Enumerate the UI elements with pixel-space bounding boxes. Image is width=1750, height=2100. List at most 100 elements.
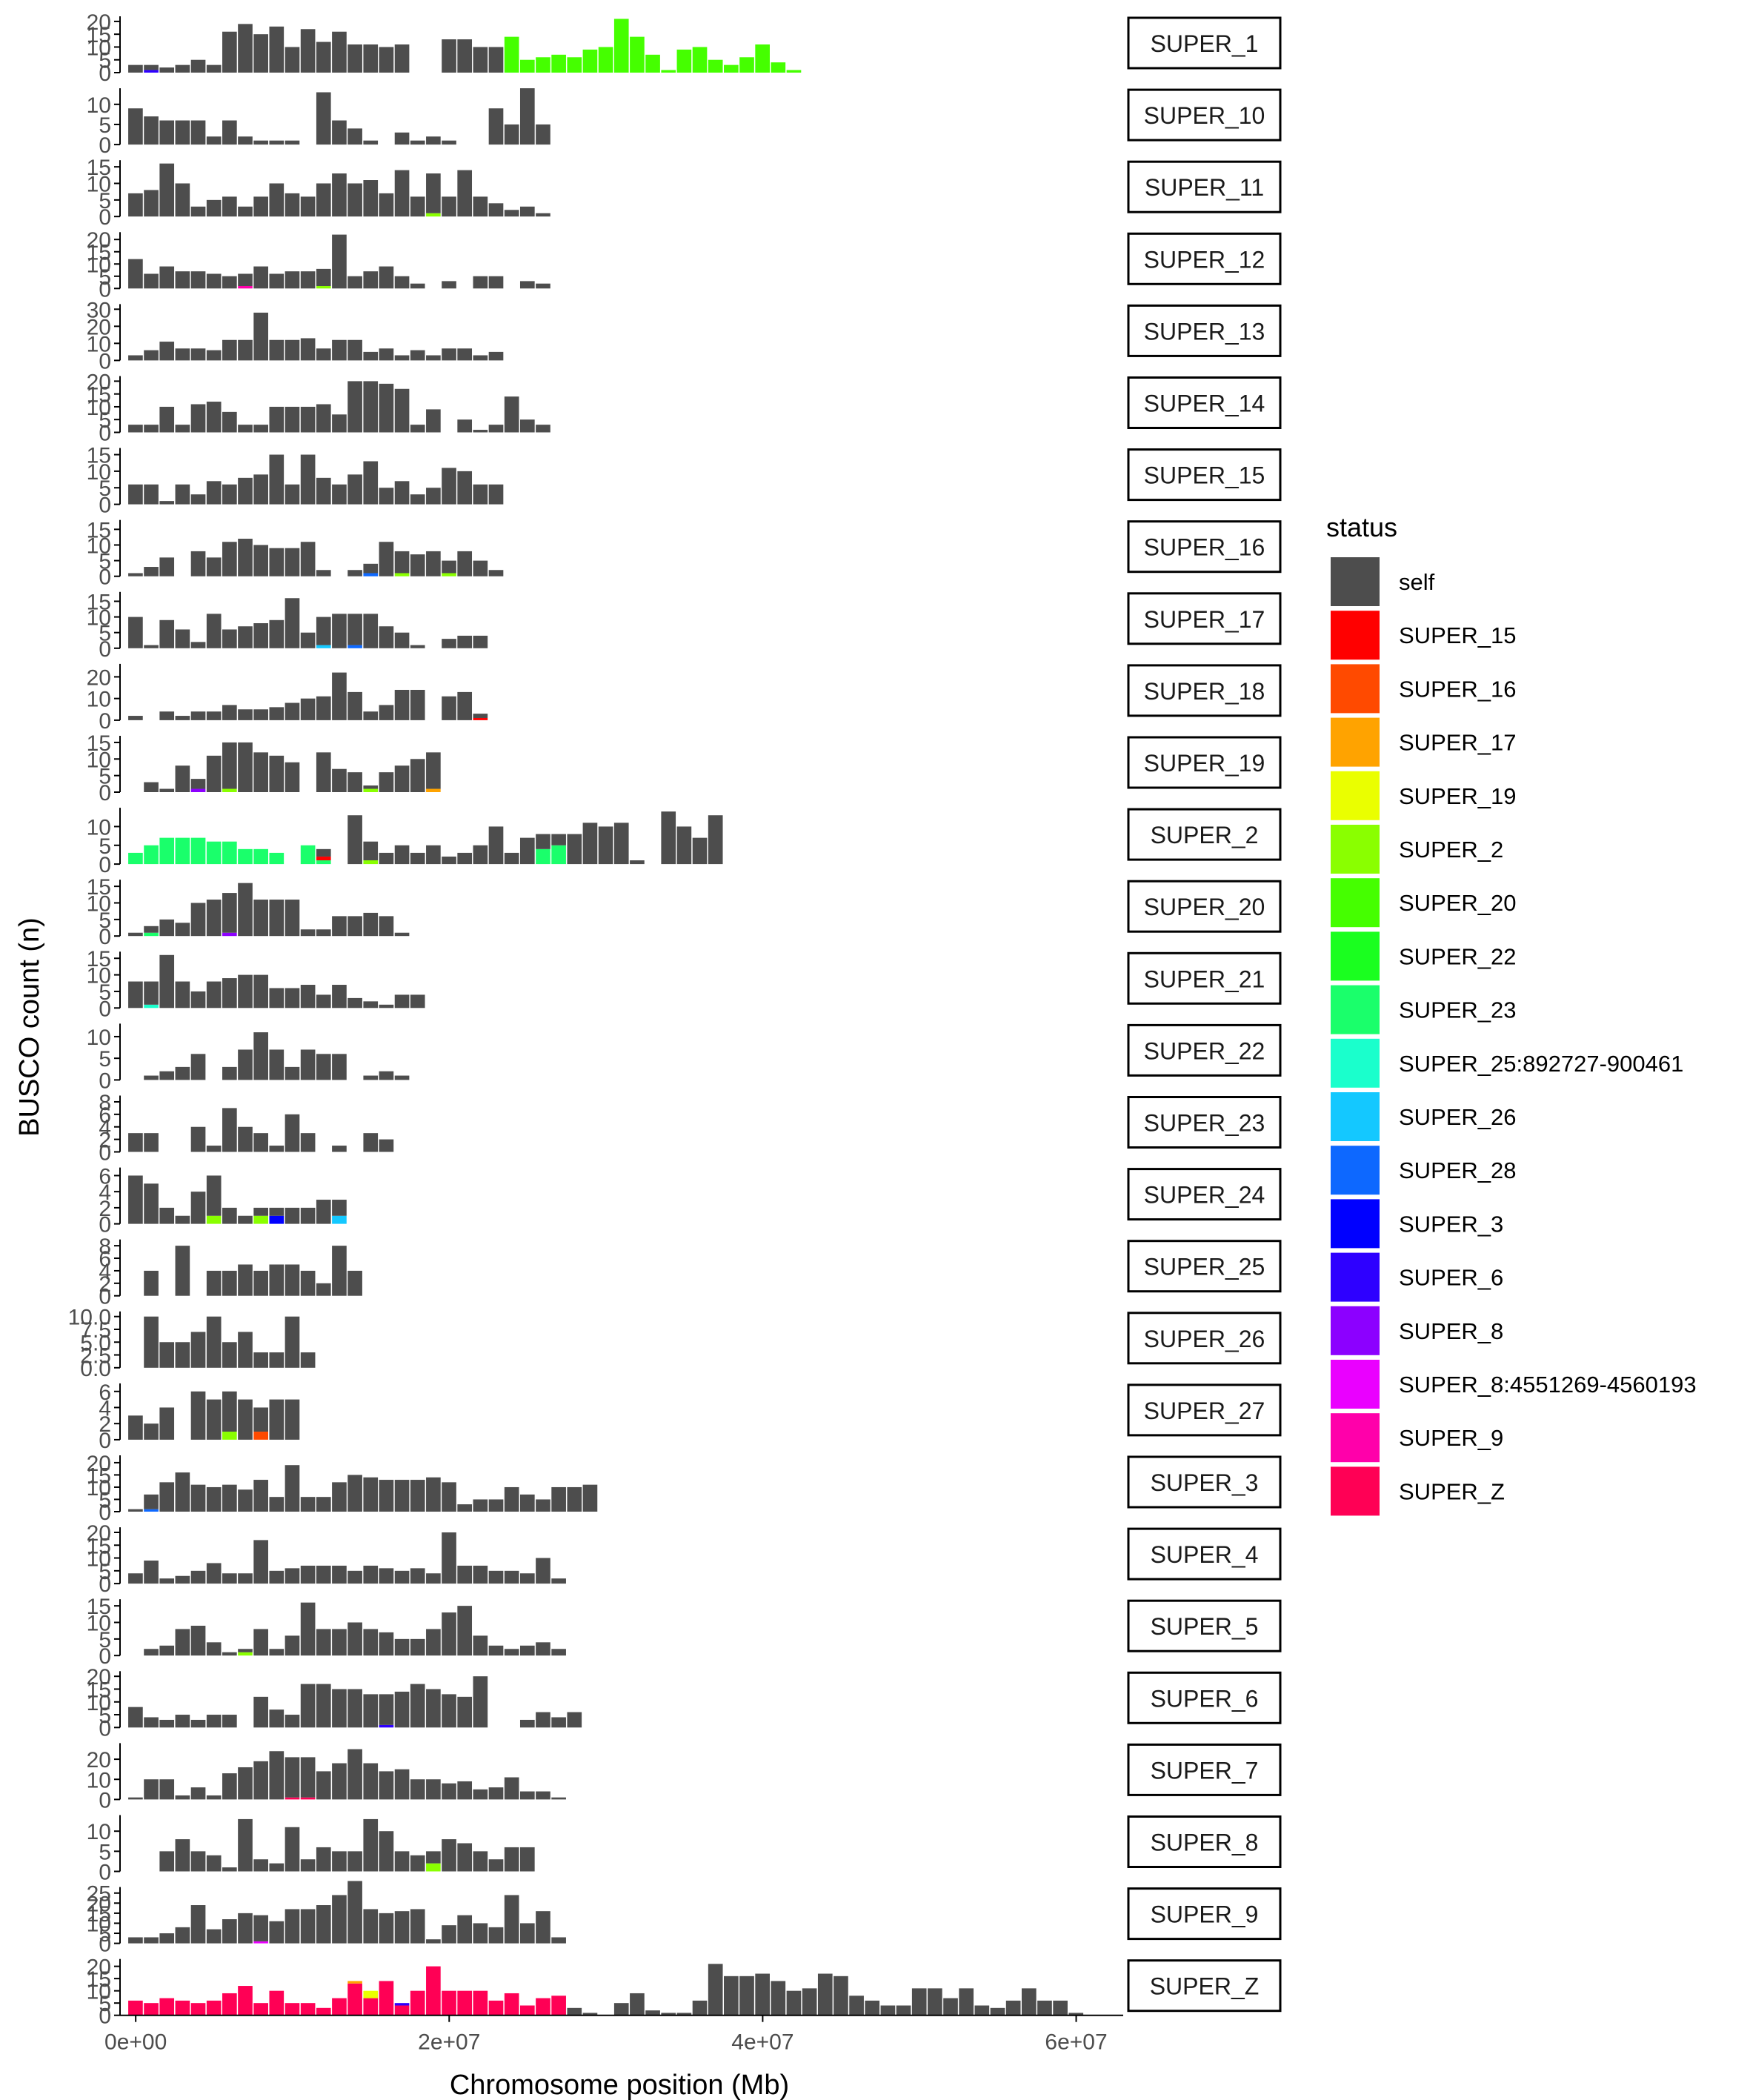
bar-SUPER_6-6-self [222,1715,237,1728]
bar-SUPER_9-24-self [504,1895,519,1944]
y-tick-label: 0 [99,709,111,734]
bar-SUPER_24-5-self [206,1175,222,1216]
bar-SUPER_6-5-self [206,1715,222,1728]
bar-SUPER_Z-43-self [802,1988,817,2016]
bar-SUPER_7-10-SUPER_Z [285,1797,300,1800]
y-tick-label: 0 [99,1716,111,1741]
bar-SUPER_14-12-self [316,404,331,433]
bar-SUPER_16-22-self [473,560,488,576]
bar-SUPER_19-7-self [238,742,253,792]
bar-SUPER_12-26-self [536,283,550,289]
bar-SUPER_16-17-SUPER_2 [394,573,410,576]
y-tick-label: 10 [87,1611,111,1635]
bar-SUPER_23-11-self [300,1133,316,1152]
bar-SUPER_Z-49-self [896,2005,911,2016]
bar-SUPER_22-2-self [159,1071,175,1080]
bar-SUPER_12-11-self [300,271,316,289]
bar-SUPER_4-27-self [551,1578,566,1584]
bar-SUPER_20-12-self [316,929,331,937]
bar-SUPER_4-24-self [504,1570,519,1584]
bar-SUPER_7-18-self [410,1779,425,1800]
bar-SUPER_12-7-SUPER_9 [238,285,253,289]
y-tick-label: 8 [99,1235,111,1259]
bar-SUPER_10-9-self [269,140,285,145]
bar-SUPER_3-17-self [394,1480,410,1512]
bar-SUPER_1-2-self [159,67,175,73]
strip-label: SUPER_19 [1144,750,1265,777]
bar-SUPER_22-15-self [363,1075,379,1080]
y-tick-label: 10 [87,534,111,558]
bar-SUPER_3-4-self [190,1484,206,1512]
bar-SUPER_3-19-self [426,1477,441,1512]
bar-SUPER_1-35-SUPER_20 [676,49,692,73]
bar-SUPER_2-12-self [316,848,331,857]
strip-box [1127,880,1282,933]
bar-SUPER_15-21-self [457,471,473,505]
bar-SUPER_3-6-self [222,1484,237,1512]
y-tick-label: 5 [99,1992,111,2016]
bar-SUPER_1-31-SUPER_20 [613,19,629,73]
y-tick-label: 15 [87,1902,111,1927]
bar-SUPER_22-7-self [238,1049,253,1080]
bar-SUPER_7-12-self [316,1771,331,1800]
y-tick-label: 5 [99,1840,111,1864]
bar-SUPER_Z-2-SUPER_Z [159,1998,175,2016]
bar-SUPER_14-2-self [159,406,175,433]
y-tick-label: 5 [99,550,111,574]
bar-SUPER_17-0-self [128,617,143,648]
bar-SUPER_20-1-self [144,926,159,933]
bar-SUPER_5-22-self [473,1635,488,1656]
bar-SUPER_Z-45-self [834,1976,848,2016]
bar-SUPER_10-6-self [222,120,237,145]
bar-SUPER_3-5-self [206,1486,222,1512]
bar-SUPER_2-7-SUPER_23 [238,848,253,865]
bar-SUPER_13-5-self [206,350,222,361]
bar-SUPER_18-5-self [206,711,222,720]
bar-SUPER_4-12-self [316,1565,331,1584]
bar-SUPER_2-36-self [692,837,708,865]
y-tick-label: 0 [99,133,111,158]
y-tick-label: 8 [99,1091,111,1115]
strip-box [1127,520,1282,574]
bar-SUPER_26-5-self [206,1316,222,1368]
bar-SUPER_19-12-self [316,752,331,792]
bar-SUPER_9-25-self [519,1923,535,1944]
bar-SUPER_4-21-self [457,1565,473,1584]
y-tick-label: 20 [87,1665,111,1689]
y-tick-label: 20 [87,1748,111,1772]
bar-SUPER_1-12-self [316,41,331,73]
bar-SUPER_9-23-self [488,1927,504,1944]
bar-SUPER_6-28-self [567,1712,582,1728]
legend-label: SUPER_28 [1399,1157,1517,1183]
bar-SUPER_18-22-SUPER_15 [473,717,488,720]
bar-SUPER_6-19-self [426,1689,441,1728]
bar-SUPER_12-16-self [379,266,394,289]
bar-SUPER_6-17-self [394,1691,410,1728]
y-tick-label: 10 [87,1026,111,1050]
strip-label: SUPER_1 [1151,30,1259,57]
bar-SUPER_12-10-self [285,271,300,289]
bar-SUPER_3-26-self [536,1499,550,1512]
y-tick-label: 5 [99,1560,111,1584]
y-tick-label: 10 [87,172,111,196]
bar-SUPER_8-22-self [473,1851,488,1872]
bar-SUPER_19-9-self [269,755,285,792]
bar-SUPER_4-15-self [363,1565,379,1584]
bar-SUPER_7-25-self [519,1791,535,1800]
bar-SUPER_23-10-self [285,1114,300,1152]
bar-SUPER_25-6-self [222,1270,237,1296]
bar-SUPER_1-1-SUPER_6 [144,70,159,73]
legend-label: SUPER_9 [1399,1425,1503,1451]
y-tick-label: 10 [87,748,111,772]
bar-SUPER_5-10-self [285,1635,300,1656]
bar-SUPER_16-12-self [316,570,331,576]
bar-SUPER_1-27-SUPER_20 [551,54,566,73]
bar-SUPER_10-8-self [253,140,268,145]
bar-SUPER_6-3-self [175,1715,190,1728]
y-tick-label: 5 [99,980,111,1005]
bar-SUPER_18-14-self [347,691,362,720]
bar-SUPER_8-19-SUPER_2 [426,1863,441,1872]
